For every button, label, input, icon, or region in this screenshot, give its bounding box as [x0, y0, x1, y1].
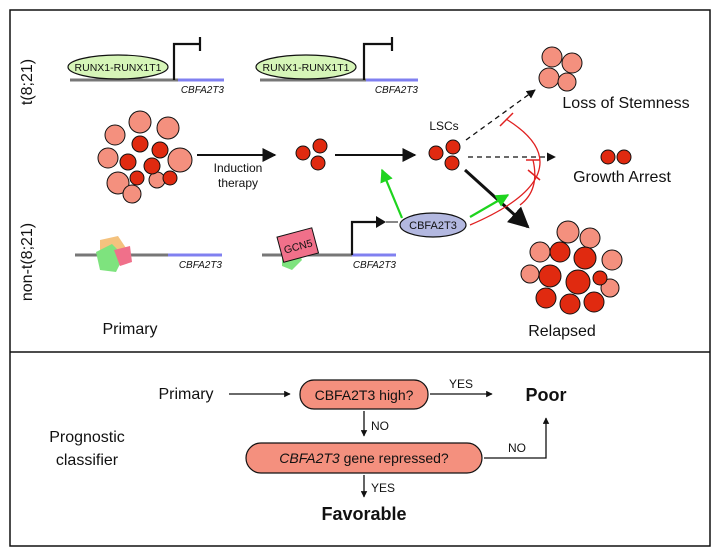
gene-locus-3: CBFA2T3: [75, 236, 222, 272]
cbfa2t3-protein-label: CBFA2T3: [409, 220, 457, 232]
row-label-t821: t(8;21): [19, 59, 36, 105]
gene-locus-1: RUNX1-RUNX1T1 CBFA2T3: [67, 37, 225, 96]
decision-2-label: CBFA2T3 gene repressed?: [279, 450, 449, 466]
decision-cbfa2t3-high: [299, 379, 429, 410]
stage-relapsed: Relapsed: [528, 323, 596, 340]
fusion-protein-1-label: RUNX1-RUNX1T1: [75, 62, 162, 74]
inhibit-bar-3: [527, 169, 541, 181]
inhibit-arc-outer: [469, 161, 541, 226]
gene-label-2: CBFA2T3: [375, 85, 419, 96]
no-arrow-2: [484, 417, 550, 459]
repressor-complex-pink: [114, 246, 132, 266]
outcome-poor: Poor: [525, 385, 566, 405]
gene-label-4: CBFA2T3: [353, 260, 397, 271]
repressed-promoter-2: [362, 37, 394, 80]
yes-label-1: YES: [449, 377, 473, 391]
no-label-2: NO: [508, 441, 526, 455]
activation-arrow-2: [469, 194, 510, 218]
stage-primary: Primary: [102, 321, 157, 338]
relapse-arrow: [463, 168, 530, 229]
loss-stemness-cells: [538, 46, 583, 92]
classifier-label-line1: Prognostic: [49, 429, 125, 446]
outer-frame: [9, 9, 711, 547]
inhibit-arc-outer-top: [505, 118, 541, 163]
inhibit-bar-1: [499, 112, 514, 127]
relapsed-cell-cluster: [520, 220, 623, 315]
inhibit-arc-inner: [519, 159, 536, 206]
outcome-favorable: Favorable: [321, 504, 406, 524]
growth-arrest-cells: [600, 149, 632, 165]
induction-label-line2: therapy: [218, 176, 258, 190]
decision-2-gene: CBFA2T3: [279, 450, 340, 466]
active-promoter: [350, 220, 380, 255]
gene-locus-2: RUNX1-RUNX1T1 CBFA2T3: [255, 37, 419, 96]
gene-locus-4: GCN5 CBFA2T3: [262, 216, 396, 271]
gene-label-1: CBFA2T3: [181, 85, 225, 96]
primary-cell-cluster: [97, 110, 193, 204]
outcome-growth-arrest: Growth Arrest: [573, 169, 671, 186]
start-primary-label: Primary: [158, 386, 213, 403]
active-promoter-arrowhead: [376, 216, 386, 228]
residual-cells: [295, 138, 328, 171]
decision-1-label: CBFA2T3 high?: [315, 387, 414, 403]
classifier-label-line2: classifier: [56, 452, 119, 469]
repressed-promoter-1: [172, 37, 202, 80]
lsc-cells: [428, 139, 461, 171]
no-label-1: NO: [371, 419, 389, 433]
row-label-non-t821: non-t(8;21): [19, 223, 36, 301]
fusion-protein-2: [255, 54, 357, 80]
outcome-loss-stemness: Loss of Stemness: [562, 95, 689, 112]
lscs-label: LSCs: [429, 119, 458, 133]
yes-label-2: YES: [371, 481, 395, 495]
decision-gene-repressed: [245, 442, 483, 474]
decision-2-rest: gene repressed?: [340, 450, 449, 466]
gcn5-box: GCN5: [276, 227, 320, 263]
activation-arrow-1: [380, 168, 404, 219]
induction-label-line1: Induction: [214, 161, 263, 175]
fusion-protein-2-label: RUNX1-RUNX1T1: [263, 62, 350, 74]
fusion-protein-1: [67, 54, 169, 80]
gene-label-3: CBFA2T3: [179, 260, 223, 271]
cbfa2t3-protein: [399, 212, 467, 238]
